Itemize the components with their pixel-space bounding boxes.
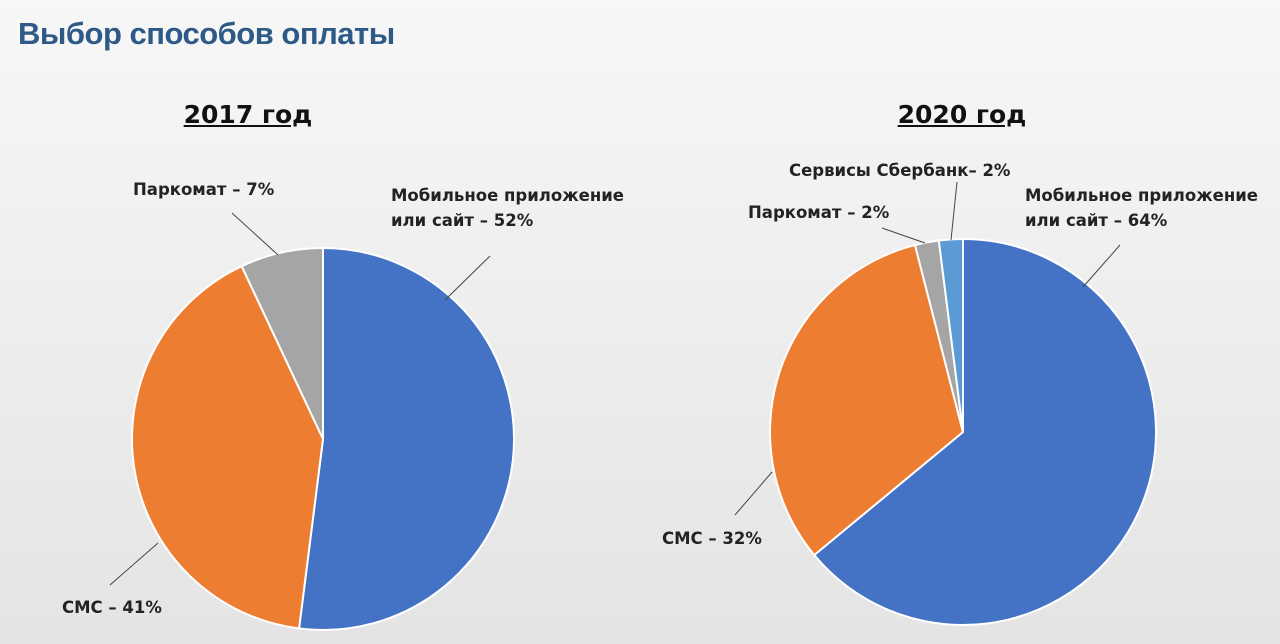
slice-label: СМС – 41% (62, 598, 162, 617)
leader-line (1082, 244, 1121, 288)
pie-slice (812, 237, 1157, 626)
slice-label: Мобильное приложение или сайт – 52% (391, 186, 624, 230)
leader-line (444, 255, 491, 301)
slice-label: Паркомат – 7% (133, 180, 275, 199)
leader-line (734, 471, 773, 516)
leader-line (231, 212, 279, 256)
pie-slice (131, 264, 325, 630)
leader-line (881, 227, 926, 244)
leader-line (109, 542, 159, 586)
slice-label: Паркомат – 2% (748, 203, 890, 222)
slice-label: Сервисы Сбербанк– 2% (789, 161, 1011, 180)
chart-title: 2017 год (183, 100, 313, 129)
page-title: Выбор способов оплаты (18, 16, 395, 51)
pie-slice (240, 246, 324, 440)
slice-label: СМС – 32% (662, 529, 762, 548)
pie-slice (769, 243, 965, 557)
chart-title: 2020 год (897, 100, 1027, 129)
slice-label: Мобильное приложение или сайт – 64% (1025, 186, 1258, 230)
leader-line (950, 181, 958, 241)
pie-slice (297, 246, 515, 631)
